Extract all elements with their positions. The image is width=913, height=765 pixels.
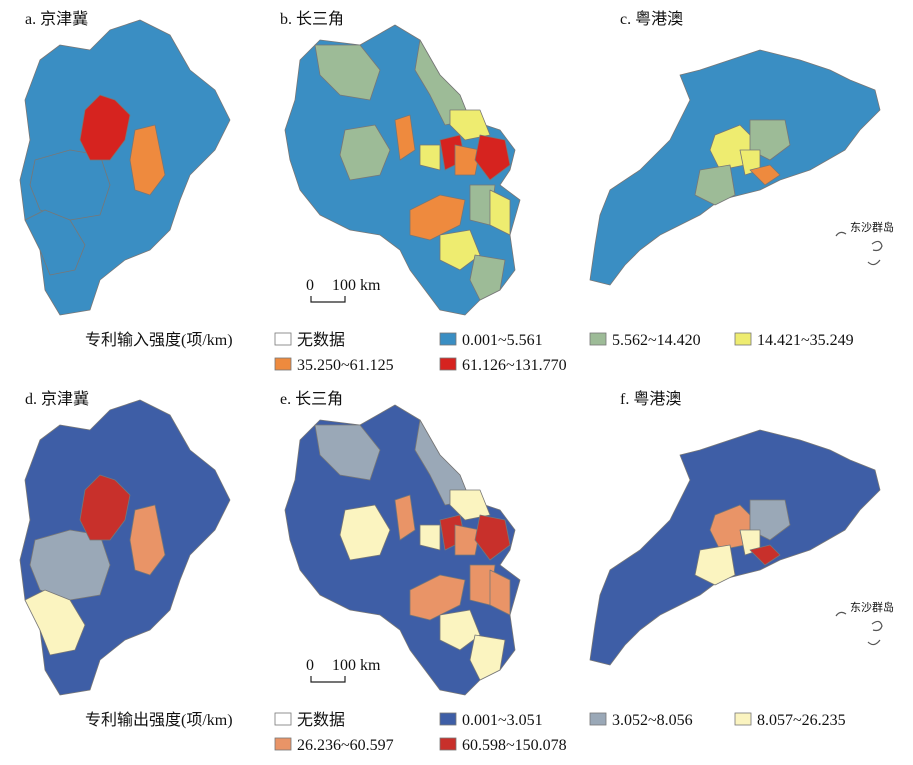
region	[694, 544, 736, 586]
region	[314, 44, 381, 101]
region	[589, 49, 881, 286]
legend-label: 0.001~5.561	[462, 332, 543, 349]
region	[129, 124, 166, 196]
map	[589, 429, 881, 666]
legend-swatch	[439, 712, 457, 726]
panel-label: b. 长三角	[280, 10, 344, 28]
map	[19, 19, 231, 316]
legend-label: 无数据	[297, 331, 345, 349]
legend-label: 0.001~3.051	[462, 712, 543, 729]
region	[394, 114, 416, 161]
panel-label: d. 京津冀	[25, 390, 89, 408]
legend-swatch	[274, 357, 292, 371]
legend-swatch	[274, 737, 292, 751]
scale-zero: 0	[306, 657, 314, 674]
region	[589, 429, 881, 666]
region	[474, 134, 511, 181]
legend-label: 8.057~26.235	[757, 712, 846, 729]
region	[339, 124, 391, 181]
map	[589, 49, 881, 286]
legend-swatch	[274, 332, 292, 346]
region	[419, 524, 441, 551]
scale-length: 100 km	[332, 277, 381, 294]
region	[439, 609, 481, 651]
island	[835, 611, 883, 646]
inset-label: 东沙群岛	[850, 220, 894, 234]
region	[24, 589, 86, 656]
map	[284, 404, 521, 696]
panel-label: f. 粤港澳	[620, 389, 681, 408]
legend-label: 14.421~35.249	[757, 332, 854, 349]
scale-zero: 0	[306, 277, 314, 294]
region	[454, 524, 481, 556]
panel-label: e. 长三角	[280, 390, 343, 408]
map	[284, 24, 521, 316]
legend-swatch	[589, 332, 607, 346]
legend-swatch	[439, 737, 457, 751]
region	[694, 164, 736, 206]
legend-title: 专利输出强度(项/km)	[85, 711, 233, 729]
scale-bar	[310, 296, 346, 303]
island	[835, 231, 883, 266]
region	[79, 94, 131, 161]
inset-label: 东沙群岛	[850, 600, 894, 614]
region	[419, 144, 441, 171]
region	[469, 634, 506, 681]
legend-swatch	[439, 332, 457, 346]
scale-length: 100 km	[332, 657, 381, 674]
panel-label: a. 京津冀	[25, 10, 88, 28]
region	[449, 109, 491, 141]
region	[749, 164, 781, 186]
region	[79, 474, 131, 541]
region	[129, 504, 166, 576]
region	[339, 504, 391, 561]
region	[409, 574, 466, 621]
legend-label: 3.052~8.056	[612, 712, 693, 729]
region	[489, 189, 511, 236]
region	[29, 149, 111, 221]
legend-label: 60.598~150.078	[462, 737, 567, 754]
legend-label: 无数据	[297, 711, 345, 729]
region	[29, 529, 111, 601]
region	[469, 254, 506, 301]
map	[19, 399, 231, 696]
region	[749, 544, 781, 566]
region	[439, 229, 481, 271]
legend-label: 5.562~14.420	[612, 332, 701, 349]
legend-swatch	[734, 332, 752, 346]
legend-swatch	[589, 712, 607, 726]
legend-swatch	[274, 712, 292, 726]
legend-label: 35.250~61.125	[297, 357, 394, 374]
legend-title: 专利输入强度(项/km)	[85, 331, 233, 349]
region	[24, 209, 86, 276]
legend-label: 61.126~131.770	[462, 357, 567, 374]
region	[474, 514, 511, 561]
region	[449, 489, 491, 521]
legend-swatch	[439, 357, 457, 371]
panel-label: c. 粤港澳	[620, 9, 683, 28]
legend-swatch	[734, 712, 752, 726]
region	[489, 569, 511, 616]
region	[394, 494, 416, 541]
region	[314, 424, 381, 481]
legend-label: 26.236~60.597	[297, 737, 394, 754]
scale-bar	[310, 676, 346, 683]
region	[409, 194, 466, 241]
region	[454, 144, 481, 176]
